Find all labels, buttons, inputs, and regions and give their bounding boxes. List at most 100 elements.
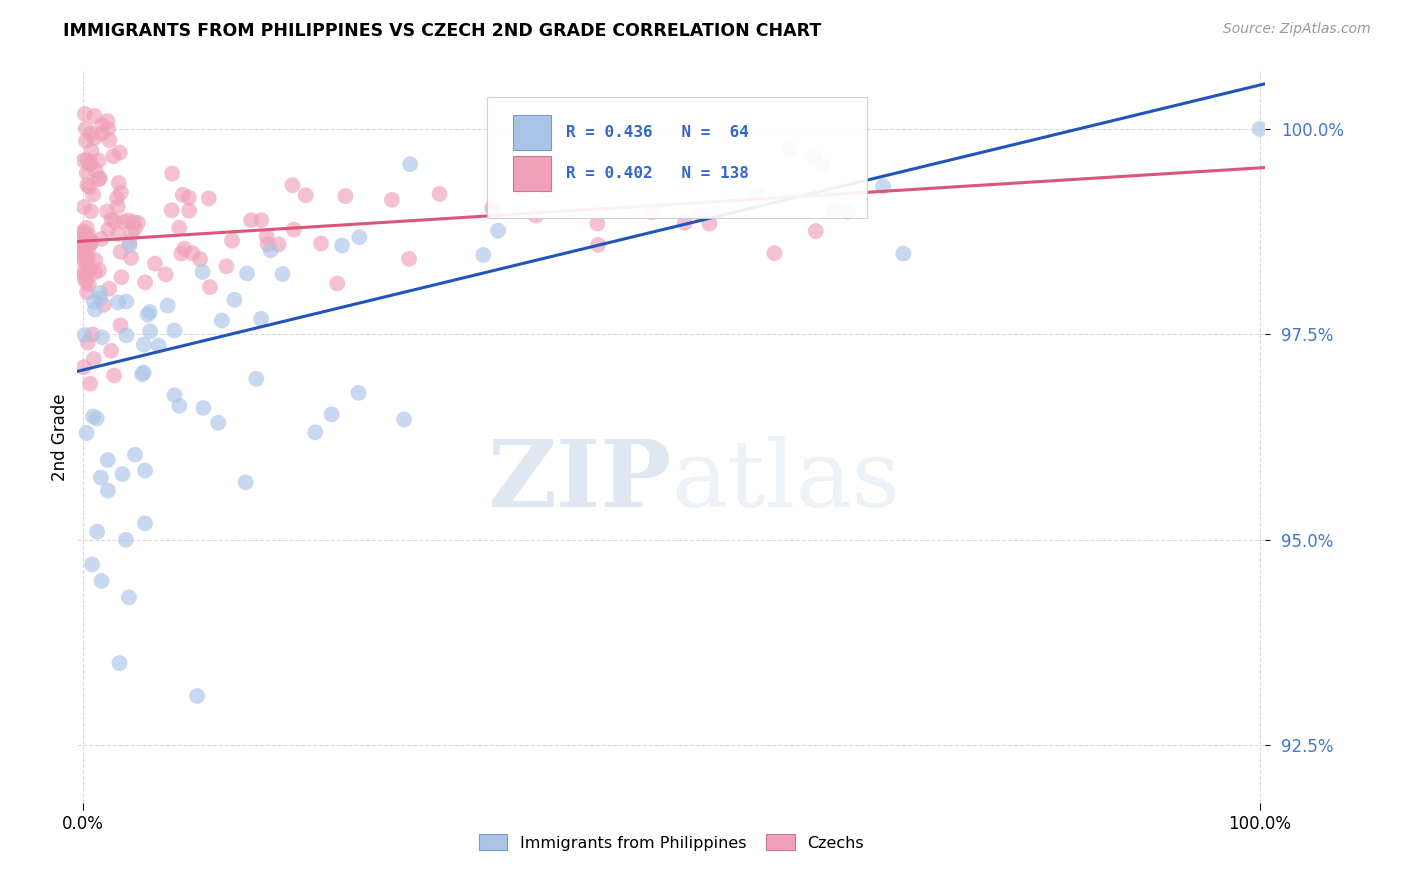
Czechs xyxy=(103,149,125,163)
Czechs xyxy=(73,226,96,240)
Immigrants from Philippines xyxy=(207,416,229,430)
Immigrants from Philippines xyxy=(91,330,114,344)
Czechs xyxy=(76,166,98,180)
Czechs xyxy=(84,163,107,178)
Czechs xyxy=(79,376,101,391)
Czechs xyxy=(80,144,103,158)
Czechs xyxy=(82,187,104,202)
Immigrants from Philippines xyxy=(134,463,156,477)
Immigrants from Philippines xyxy=(472,248,495,262)
Text: atlas: atlas xyxy=(672,436,901,526)
Immigrants from Philippines xyxy=(259,244,281,258)
Czechs xyxy=(763,246,786,260)
Czechs xyxy=(104,214,127,228)
Immigrants from Philippines xyxy=(82,409,104,424)
Czechs xyxy=(83,351,105,366)
Czechs xyxy=(221,234,243,248)
Czechs xyxy=(160,203,183,218)
Czechs xyxy=(177,191,200,205)
Czechs xyxy=(510,182,533,196)
Czechs xyxy=(87,172,110,186)
Czechs xyxy=(73,265,96,279)
Immigrants from Philippines xyxy=(271,267,294,281)
Czechs xyxy=(107,199,129,213)
Czechs xyxy=(107,176,129,190)
Czechs xyxy=(73,254,96,268)
Czechs xyxy=(97,222,120,236)
Czechs xyxy=(240,213,263,227)
Czechs xyxy=(97,121,120,136)
Czechs xyxy=(309,236,332,251)
Czechs xyxy=(170,246,193,260)
Czechs xyxy=(155,268,177,282)
Immigrants from Philippines xyxy=(80,558,103,572)
Immigrants from Philippines xyxy=(89,285,111,300)
Czechs xyxy=(747,189,769,203)
Czechs xyxy=(804,224,827,238)
Czechs xyxy=(110,186,132,200)
Immigrants from Philippines xyxy=(321,408,343,422)
Immigrants from Philippines xyxy=(76,425,98,440)
Text: R = 0.402   N = 138: R = 0.402 N = 138 xyxy=(565,166,748,181)
Immigrants from Philippines xyxy=(131,368,153,382)
Czechs xyxy=(673,216,696,230)
Immigrants from Philippines xyxy=(107,295,129,310)
Immigrants from Philippines xyxy=(90,470,112,484)
Czechs xyxy=(198,280,221,294)
Immigrants from Philippines xyxy=(236,267,259,281)
Czechs xyxy=(690,207,713,221)
Immigrants from Philippines xyxy=(330,238,353,252)
Immigrants from Philippines xyxy=(778,142,800,156)
Czechs xyxy=(100,343,122,358)
Czechs xyxy=(110,270,132,285)
Immigrants from Philippines xyxy=(97,453,120,467)
Czechs xyxy=(281,178,304,193)
Czechs xyxy=(93,298,115,312)
Czechs xyxy=(103,368,125,383)
Immigrants from Philippines xyxy=(86,524,108,539)
Czechs xyxy=(122,215,145,229)
Czechs xyxy=(77,277,100,291)
Czechs xyxy=(484,204,506,219)
Czechs xyxy=(80,236,103,251)
Immigrants from Philippines xyxy=(115,294,138,309)
Czechs xyxy=(75,274,97,288)
Immigrants from Philippines xyxy=(97,483,120,498)
Immigrants from Philippines xyxy=(139,305,162,319)
Czechs xyxy=(76,153,98,167)
Immigrants from Philippines xyxy=(1249,121,1271,136)
Czechs xyxy=(181,246,204,260)
Immigrants from Philippines xyxy=(136,308,159,322)
Czechs xyxy=(77,227,100,242)
Immigrants from Philippines xyxy=(486,224,509,238)
Bar xyxy=(513,114,551,150)
Czechs xyxy=(75,121,97,136)
Czechs xyxy=(112,215,135,229)
Immigrants from Philippines xyxy=(250,311,273,326)
Czechs xyxy=(699,217,721,231)
Czechs xyxy=(96,114,118,128)
Immigrants from Philippines xyxy=(163,323,186,337)
Immigrants from Philippines xyxy=(134,516,156,531)
Czechs xyxy=(105,191,128,205)
Text: R = 0.436   N =  64: R = 0.436 N = 64 xyxy=(565,125,748,139)
Immigrants from Philippines xyxy=(891,246,914,260)
Immigrants from Philippines xyxy=(169,399,191,413)
Czechs xyxy=(83,265,105,279)
Czechs xyxy=(76,335,98,350)
Czechs xyxy=(256,229,278,244)
FancyBboxPatch shape xyxy=(488,97,868,218)
Czechs xyxy=(398,252,420,266)
Immigrants from Philippines xyxy=(823,202,845,217)
Czechs xyxy=(73,242,96,256)
Immigrants from Philippines xyxy=(211,313,233,327)
Immigrants from Philippines xyxy=(139,324,162,338)
Czechs xyxy=(77,264,100,278)
Czechs xyxy=(77,251,100,265)
Czechs xyxy=(76,178,98,192)
Immigrants from Philippines xyxy=(235,475,257,490)
Immigrants from Philippines xyxy=(224,293,246,307)
Czechs xyxy=(335,189,357,203)
Czechs xyxy=(481,201,503,215)
Immigrants from Philippines xyxy=(86,411,108,425)
